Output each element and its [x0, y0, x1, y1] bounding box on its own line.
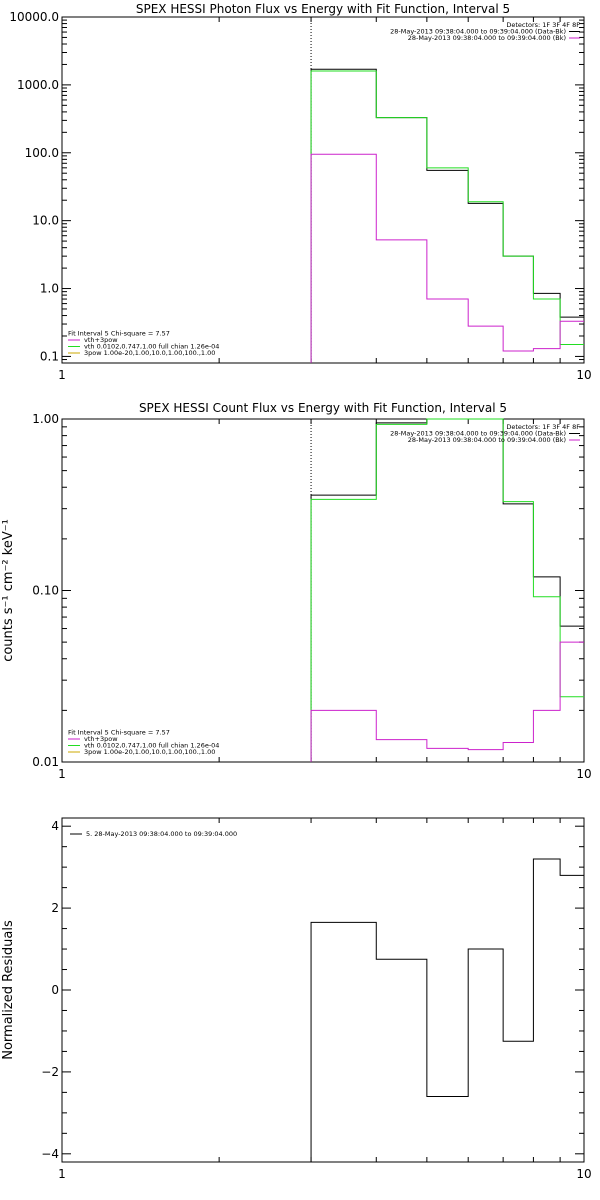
- y-tick-label: 1000.0: [17, 78, 59, 92]
- legend-entry: vth 0.0102,0.747,1.00 full chian 1.26e-0…: [84, 742, 219, 750]
- chart-panel-3: 1 10 −4 −2 0 2 4 Normalized Residuals 5. 28-May-…: [1, 817, 592, 1181]
- chart-panel-2: SPEX HESSI Count Flux vs Energy with Fit…: [1, 401, 592, 781]
- y-tick-label: 0.01: [32, 755, 59, 769]
- x-tick-label: 1: [58, 1167, 66, 1181]
- legend-entry: vth 0.0102,0.747,1.00 full chian 1.26e-0…: [84, 343, 219, 351]
- legend-entry: Detectors: 1F 3F 4F 8F: [506, 423, 580, 431]
- y-tick-label: 2: [51, 901, 59, 915]
- legend-entry: 5. 28-May-2013 09:38:04.000 to 09:39:04.…: [86, 830, 237, 838]
- legend-entry: vth+3pow: [84, 735, 118, 743]
- legend-entry: 28-May-2013 09:38:04.000 to 09:39:04.000…: [390, 28, 566, 36]
- y-tick-label: 1.00: [32, 412, 59, 426]
- y-tick-label: 0: [51, 983, 59, 997]
- x-tick-label: 10: [576, 767, 591, 781]
- x-tick-label: 1: [58, 767, 66, 781]
- plot-frame: [61, 16, 585, 364]
- y-tick-label: −2: [41, 1065, 59, 1079]
- legend-entry: Detectors: 1F 3F 4F 8F: [506, 21, 580, 29]
- x-tick-label: 1: [58, 368, 66, 382]
- y-tick-label: 1.0: [40, 282, 59, 296]
- x-tick-label: 10: [576, 1167, 591, 1181]
- series-1-step-line: [310, 858, 584, 1162]
- y-tick-label: 0.1: [40, 349, 59, 363]
- chart-panel-1: SPEX HESSI Photon Flux vs Energy with Fi…: [9, 2, 591, 382]
- x-tick-label: 10: [576, 368, 591, 382]
- y-tick-label: 0.10: [32, 584, 59, 598]
- plot-frame: [61, 817, 585, 1163]
- legend-entry: Fit Interval 5 Chi-square = 7.57: [68, 729, 170, 737]
- legend-entry: 3pow 1.00e-20,1.00,10.0,1.00,100.,1.00: [84, 748, 215, 756]
- series-2-step-line: [310, 418, 584, 762]
- series-3-step-line: [310, 153, 584, 363]
- y-tick-label: 10000.0: [9, 10, 59, 24]
- legend-entry: 3pow 1.00e-20,1.00,10.0,1.00,100.,1.00: [84, 349, 215, 357]
- y-tick-label: 4: [51, 819, 59, 833]
- chart-title: SPEX HESSI Photon Flux vs Energy with Fi…: [136, 2, 510, 16]
- series-3-step-line: [310, 641, 584, 762]
- y-axis-label: Normalized Residuals: [1, 920, 16, 1060]
- legend-entry: 28-May-2013 09:38:04.000 to 09:39:04.000…: [408, 34, 566, 42]
- legend-entry: 28-May-2013 09:38:04.000 to 09:39:04.000…: [390, 430, 566, 438]
- chart-title: SPEX HESSI Count Flux vs Energy with Fit…: [139, 401, 507, 415]
- series-2-step-line: [310, 70, 584, 363]
- y-tick-label: 10.0: [32, 214, 59, 228]
- y-tick-label: −4: [41, 1147, 59, 1161]
- y-axis-label: counts s⁻¹ cm⁻² keV⁻¹: [1, 519, 16, 662]
- series-1-step-line: [310, 68, 584, 363]
- y-tick-label: 100.0: [25, 146, 59, 160]
- legend-entry: vth+3pow: [84, 336, 118, 344]
- legend-entry: 28-May-2013 09:38:04.000 to 09:39:04.000…: [408, 436, 566, 444]
- legend-entry: Fit Interval 5 Chi-square = 7.57: [68, 330, 170, 338]
